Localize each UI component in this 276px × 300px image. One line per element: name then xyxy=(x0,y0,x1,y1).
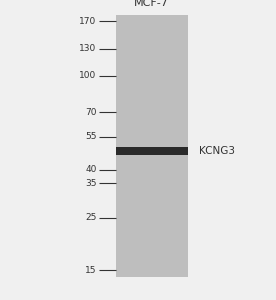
Bar xyxy=(116,15,188,277)
Text: 15: 15 xyxy=(85,266,97,275)
Text: 35: 35 xyxy=(85,179,97,188)
Text: 40: 40 xyxy=(85,165,97,174)
Bar xyxy=(116,147,188,155)
Text: 70: 70 xyxy=(85,108,97,117)
Text: 170: 170 xyxy=(79,17,97,26)
Text: 100: 100 xyxy=(79,71,97,80)
Text: MCF-7: MCF-7 xyxy=(134,0,169,8)
Text: KCNG3: KCNG3 xyxy=(199,146,235,156)
Text: 130: 130 xyxy=(79,44,97,53)
Text: 25: 25 xyxy=(85,213,97,222)
Text: 55: 55 xyxy=(85,132,97,141)
